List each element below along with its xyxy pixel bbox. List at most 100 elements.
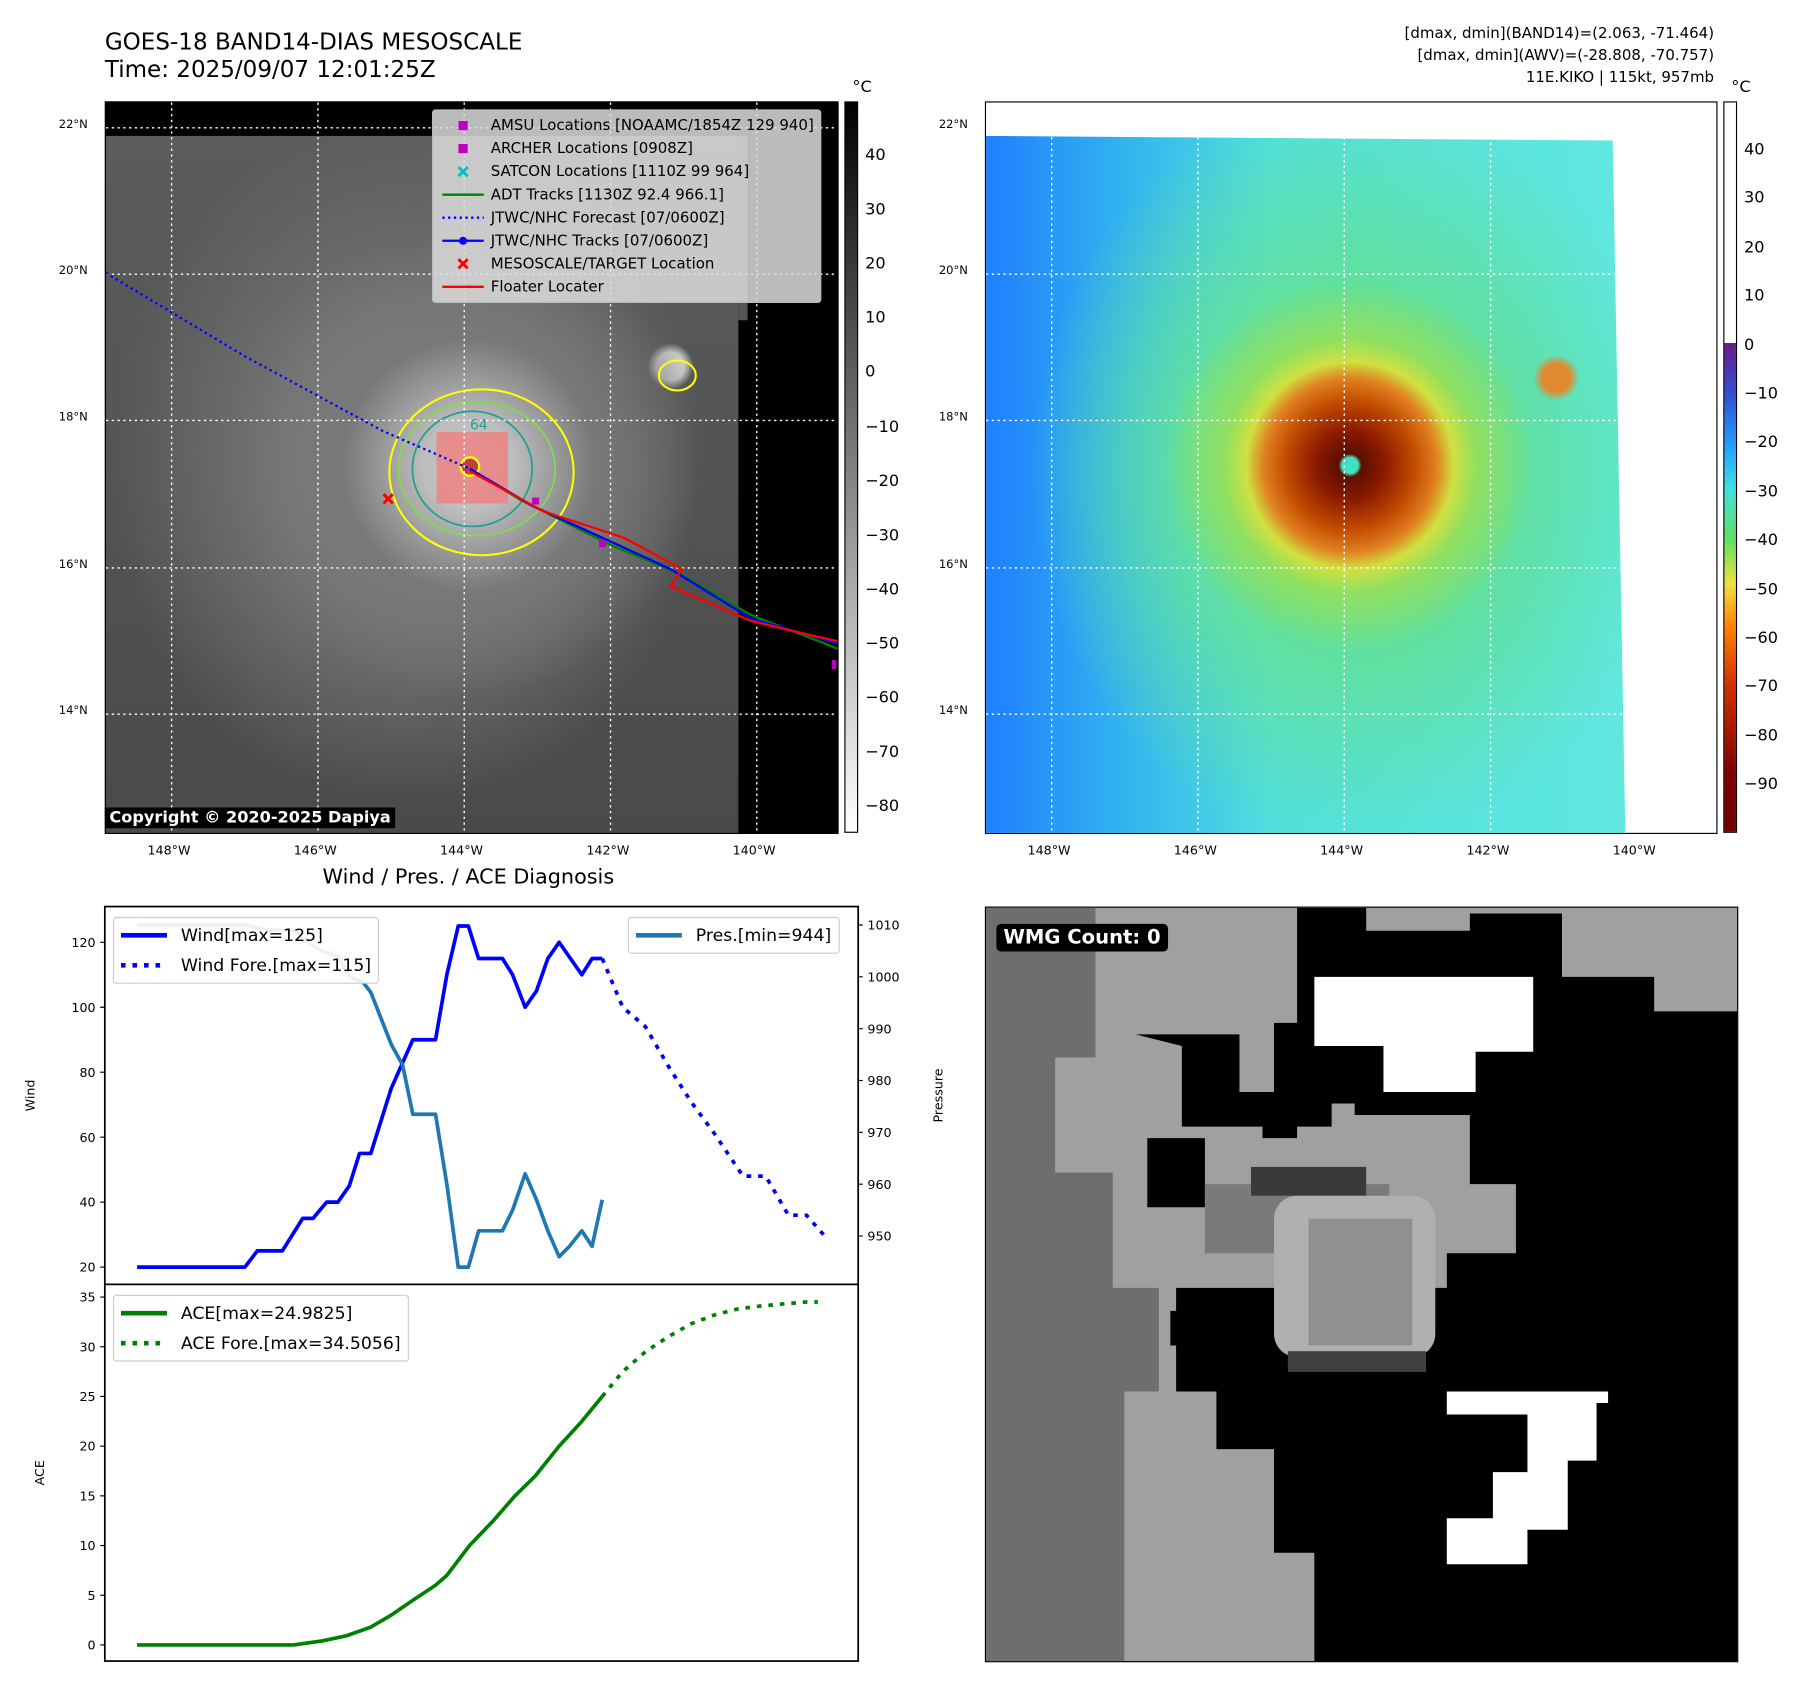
target-x-marker	[382, 493, 394, 505]
pressure-tick-label: 950	[867, 1229, 891, 1244]
wind-tick-label: 100	[71, 1000, 95, 1015]
legend-item: SATCON Locations [1110Z 99 964]	[440, 160, 814, 183]
ace-legend: ACE[max=24.9825] ACE Fore.[max=34.5056]	[112, 1294, 409, 1362]
x-marker-icon	[457, 166, 469, 178]
archer-marker	[532, 497, 540, 505]
colorbar-tick-label: 30	[1744, 189, 1765, 208]
solid-line-icon	[120, 1310, 168, 1316]
awv-gridlines	[986, 102, 1717, 833]
wmg-panel: WMG Count: 0	[984, 906, 1739, 1663]
contour-green	[397, 401, 557, 537]
wind-tick-label: 20	[79, 1260, 95, 1275]
pressure-tick-label: 1010	[867, 918, 899, 933]
solid-line-icon	[120, 933, 168, 938]
legend-label: AMSU Locations [NOAAMC/1854Z 129 940]	[490, 116, 814, 135]
awv-range: [dmax, dmin](AWV)=(-28.808, -70.757)	[1417, 47, 1715, 65]
lon-tick-label: 148°W	[1027, 843, 1071, 859]
lon-tick-label: 146°W	[293, 843, 337, 859]
colorbar-tick-label: −90	[1744, 775, 1779, 794]
wmg-count-label: WMG Count: 0	[996, 923, 1168, 952]
ace-tick-label: 10	[79, 1538, 95, 1553]
lon-tick-label: 142°W	[1466, 843, 1510, 859]
ace-forecast-line	[600, 1300, 818, 1398]
pressure-tick-label: 1000	[867, 969, 899, 984]
wind-tick-label: 40	[79, 1195, 95, 1210]
stats-info: [dmax, dmin](BAND14)=(2.063, -71.464) [d…	[1405, 23, 1715, 89]
ace-tick-label: 20	[79, 1439, 95, 1454]
colorbar-tick-label: −50	[1744, 580, 1779, 599]
legend-label: SATCON Locations [1110Z 99 964]	[490, 162, 750, 181]
legend-label: JTWC/NHC Forecast [07/0600Z]	[490, 209, 725, 227]
colorbar-tick-label: 10	[865, 309, 886, 328]
amsu-marker	[831, 660, 837, 670]
lat-tick-label: 22°N	[938, 118, 968, 132]
legend-item: ARCHER Locations [0908Z]	[440, 137, 814, 160]
legend-label: MESOSCALE/TARGET Location	[490, 255, 715, 273]
lon-tick-label: 144°W	[440, 843, 484, 859]
colorbar-tick-label: −10	[865, 417, 900, 437]
contour-yellow	[388, 388, 575, 557]
legend-ace: ACE[max=24.9825]	[120, 1298, 401, 1328]
pressure-tick-label: 970	[867, 1125, 891, 1140]
colorbar-tick-label: −80	[1744, 726, 1779, 746]
colorbar-tick-label: −60	[1744, 628, 1779, 648]
wind-legend: Wind[max=125] Wind Fore.[max=115]	[112, 916, 380, 984]
solid-line-icon	[635, 933, 682, 938]
pressure-tick-label: 980	[867, 1073, 891, 1088]
ace-tick-label: 25	[79, 1389, 95, 1404]
legend-label: Wind Fore.[max=115]	[180, 954, 372, 976]
wind-forecast-line	[600, 957, 825, 1236]
figure-title: GOES-18 BAND14-DIAS MESOSCALE Time: 2025…	[105, 28, 523, 83]
colorbar-tick-label: 20	[1744, 238, 1765, 257]
colorbar-tick-label: −30	[865, 526, 900, 545]
map-legend: AMSU Locations [NOAAMC/1854Z 129 940] ARC…	[431, 109, 822, 303]
lon-tick-label: 140°W	[732, 843, 776, 859]
lat-tick-label: 18°N	[58, 411, 88, 424]
diagnosis-chart: 20 40 60 80 100 120 950 960 970 980 990 1000 1010 0 5 1…	[23, 905, 945, 1662]
colorbar-tick-label: −60	[865, 688, 900, 708]
pressure-axis-label: Pressure	[930, 1068, 945, 1122]
colorbar-awv-unit: °C	[1731, 78, 1751, 97]
colorbar-tick-label: −30	[1744, 482, 1779, 501]
wind-tick-label: 60	[79, 1130, 95, 1145]
solid-line-icon	[442, 193, 484, 196]
ace-line	[137, 1395, 604, 1647]
legend-label: Wind[max=125]	[180, 924, 323, 946]
wind-line	[137, 924, 603, 1269]
pressure-tick-label: 990	[867, 1021, 891, 1036]
ace-tick-label: 30	[79, 1339, 95, 1354]
colorbar-tick-label: −20	[1744, 433, 1779, 453]
ace-tick-label: 15	[79, 1488, 95, 1503]
dotted-line-icon	[120, 1340, 168, 1346]
colorbar-tick-label: −10	[1744, 384, 1779, 404]
colorbar-tick-label: −40	[1744, 531, 1779, 550]
legend-item: JTWC/NHC Tracks [07/0600Z]	[440, 229, 814, 252]
legend-item: MESOSCALE/TARGET Location	[440, 252, 814, 275]
contour-teal	[411, 410, 534, 528]
contour-label: 64	[470, 418, 488, 434]
legend-label: Floater Locater	[490, 278, 604, 296]
dotted-line-icon	[120, 963, 168, 968]
wind-tick-label: 80	[79, 1065, 95, 1080]
ace-axis-label: ACE	[32, 1460, 47, 1485]
lat-tick-label: 20°N	[938, 264, 968, 278]
floater-track	[469, 470, 838, 643]
contour-cell	[657, 359, 697, 392]
colorbar-tick-label: −20	[865, 471, 900, 491]
lon-tick-label: 140°W	[1612, 843, 1656, 859]
wmg-image	[986, 907, 1738, 1662]
legend-wind: Wind[max=125]	[120, 920, 371, 950]
x-marker-icon	[457, 258, 469, 270]
legend-label: JTWC/NHC Tracks [07/0600Z]	[490, 232, 709, 250]
legend-label: Pres.[min=944]	[695, 924, 832, 946]
amsu-marker	[598, 540, 606, 548]
line-dot-icon	[442, 236, 484, 245]
colorbar-tick-label: −50	[865, 634, 900, 654]
legend-label: ACE Fore.[max=34.5056]	[180, 1332, 401, 1354]
ace-tick-label: 5	[88, 1588, 96, 1603]
ace-tick-label: 35	[79, 1290, 95, 1305]
dotted-line-icon	[442, 216, 484, 219]
colorbar-tick-label: 30	[865, 200, 886, 219]
legend-wind-forecast: Wind Fore.[max=115]	[120, 950, 372, 980]
colorbar-tick-label: 0	[865, 363, 876, 382]
